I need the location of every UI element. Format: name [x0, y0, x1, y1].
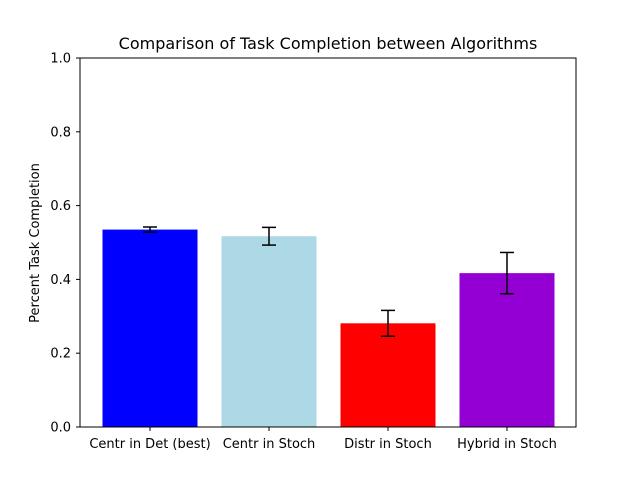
- error-bars-group: [143, 226, 514, 337]
- y-tick-label-0: 0.0: [50, 421, 71, 436]
- chart-title: Comparison of Task Completion between Al…: [119, 34, 538, 53]
- bar-0: [102, 229, 198, 427]
- plot-frame: [79, 57, 577, 428]
- bar-1: [221, 236, 317, 427]
- bar-3: [459, 273, 555, 427]
- bar-2: [340, 323, 436, 427]
- y-tick-label-1: 0.2: [50, 347, 71, 362]
- x-tick-label-0: Centr in Det (best): [89, 437, 210, 452]
- y-axis-label: Percent Task Completion: [28, 163, 43, 323]
- x-tick-label-1: Centr in Stoch: [223, 437, 316, 452]
- bars-group: [102, 229, 555, 427]
- x-tick-label-3: Hybrid in Stoch: [457, 437, 557, 452]
- y-tick-label-3: 0.6: [50, 199, 71, 214]
- x-tick-label-2: Distr in Stoch: [344, 437, 432, 452]
- x-axis-ticks: Centr in Det (best) Centr in Stoch Distr i…: [89, 427, 557, 452]
- y-tick-label-4: 0.8: [50, 125, 71, 140]
- y-axis-ticks: 0.0 0.2 0.4 0.6 0.8 1.0: [50, 52, 80, 436]
- y-tick-label-5: 1.0: [50, 52, 71, 67]
- y-tick-label-2: 0.4: [50, 273, 71, 288]
